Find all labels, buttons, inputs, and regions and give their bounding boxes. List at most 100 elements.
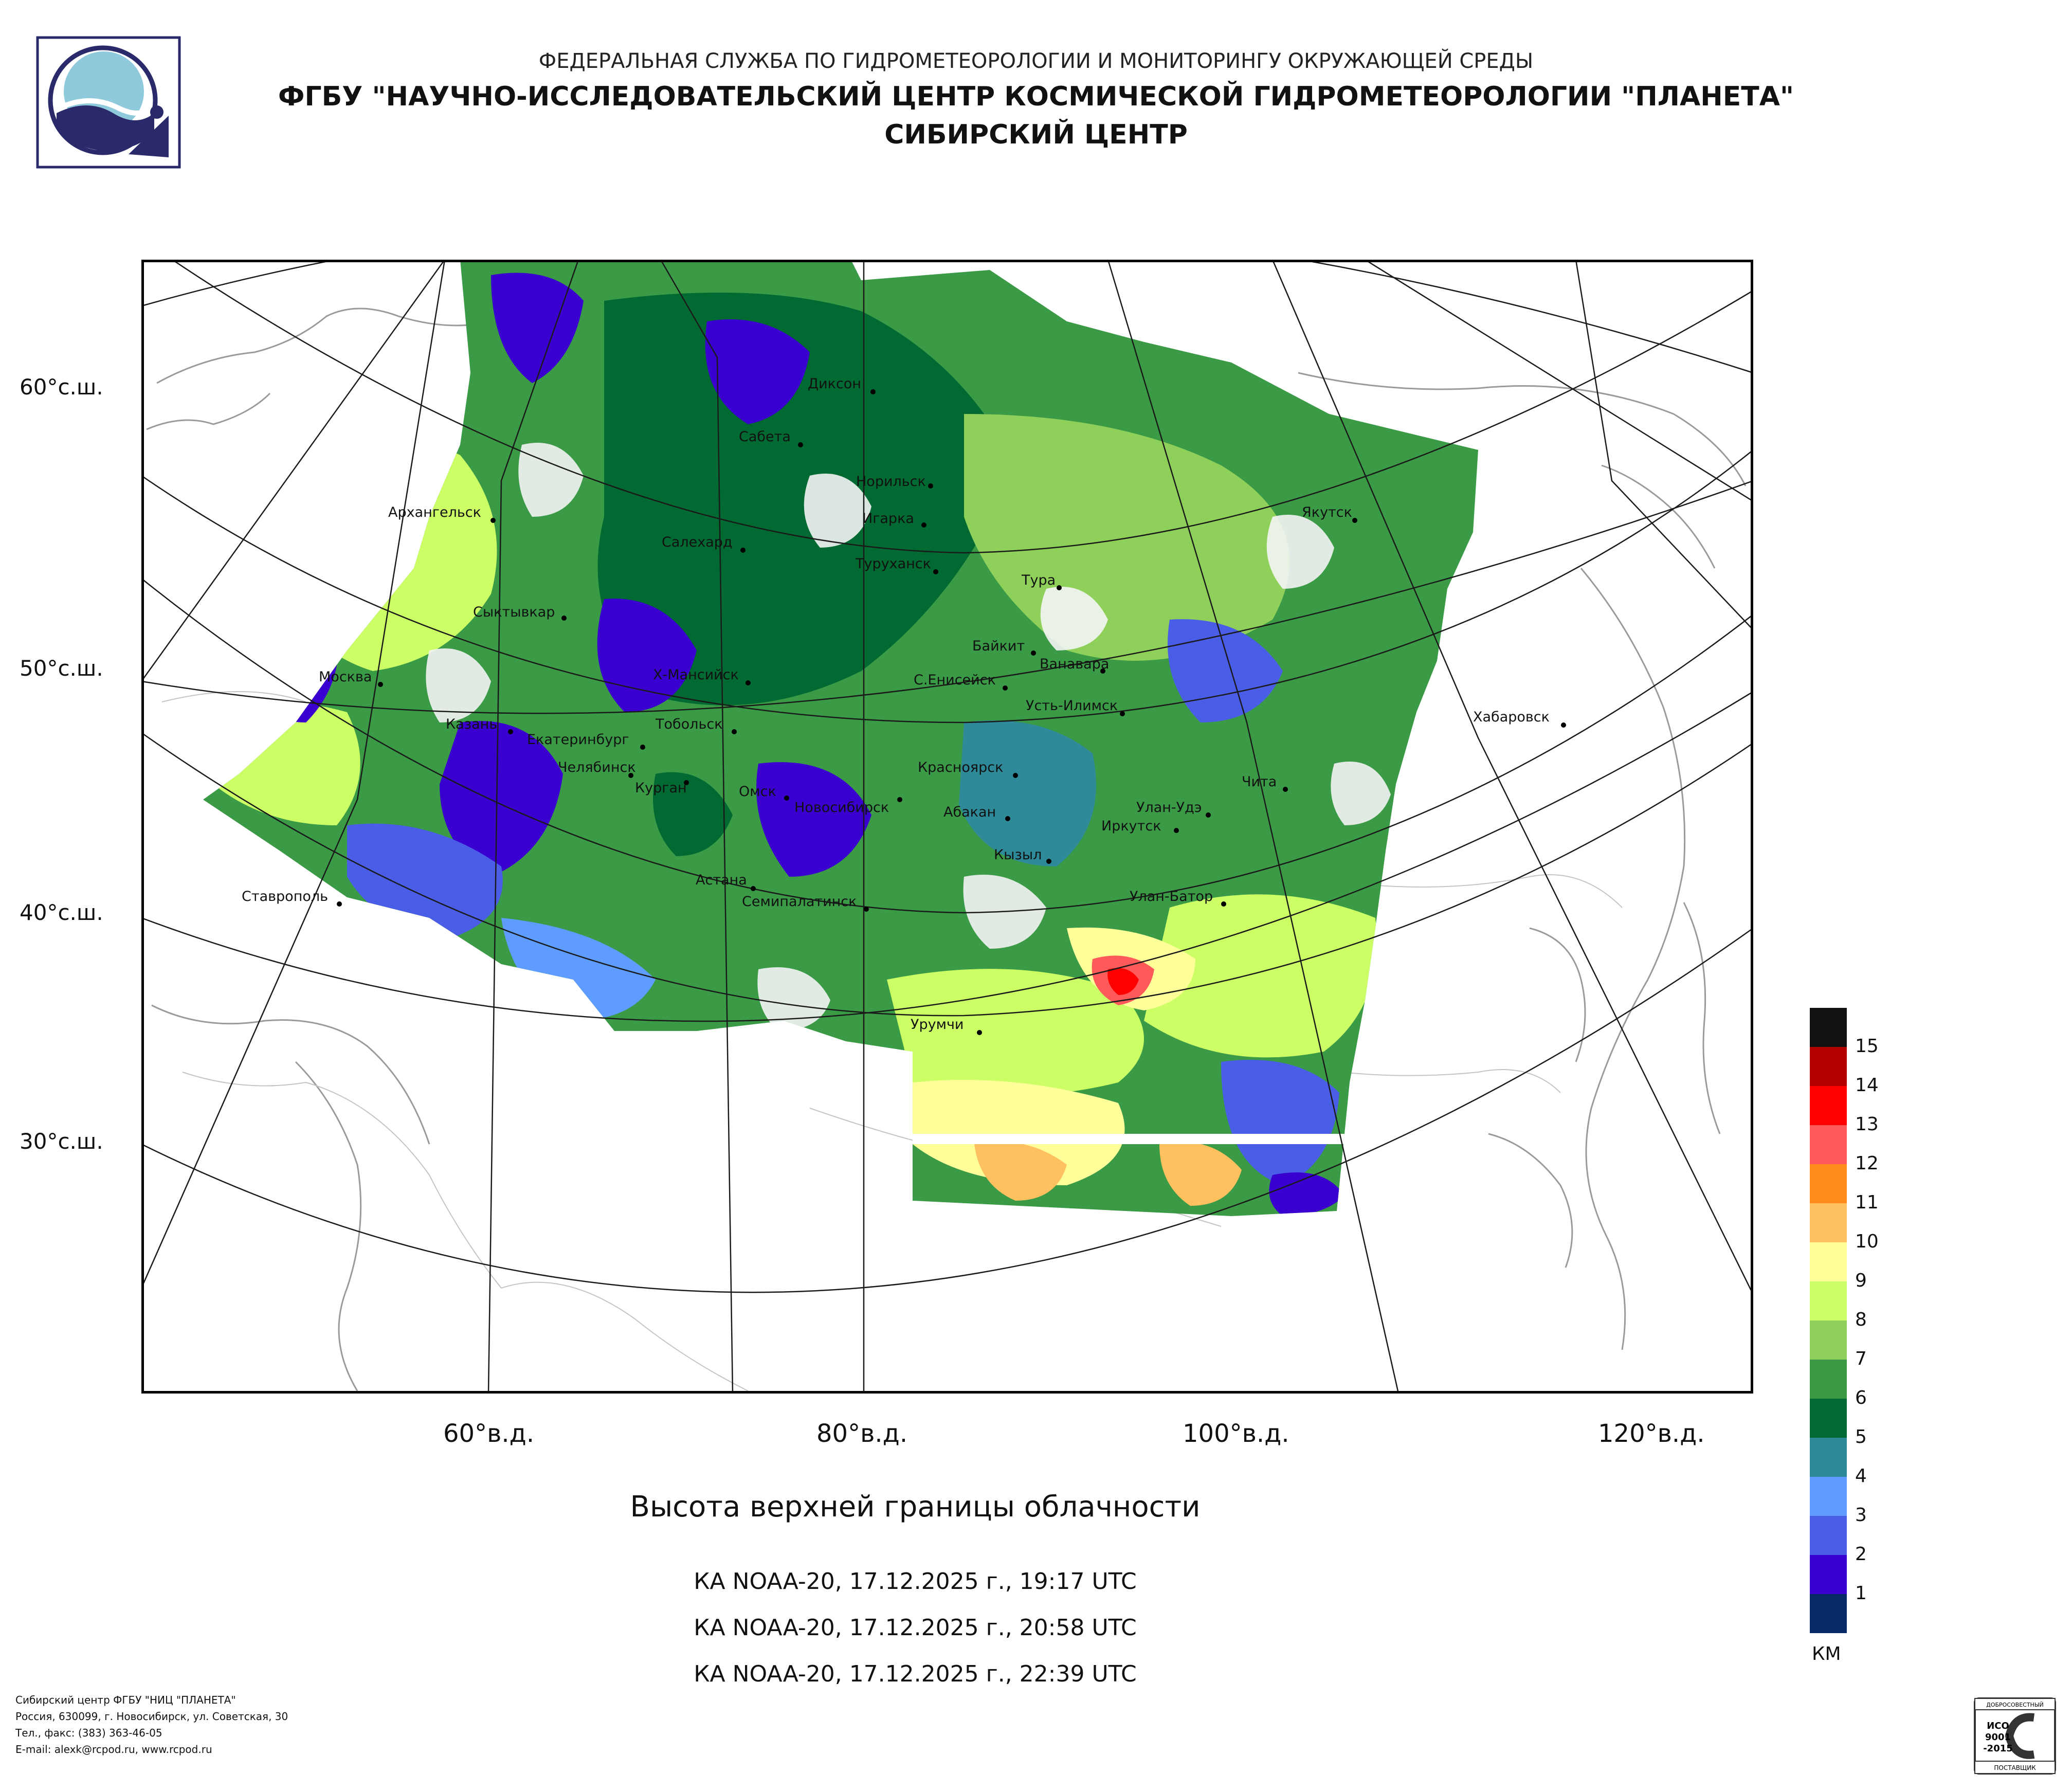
svg-text:Кызыл: Кызыл — [994, 847, 1042, 863]
svg-text:Х-Мансийск: Х-Мансийск — [653, 667, 739, 683]
city-syktyvkar: Сыктывкар — [473, 604, 567, 621]
svg-text:Тобольск: Тобольск — [655, 716, 723, 732]
svg-text:Иркутск: Иркутск — [1101, 818, 1161, 834]
city-chita: Чита — [1242, 774, 1288, 792]
city-baikit: Байкит — [972, 638, 1036, 656]
legend-level-label: 11 — [1855, 1192, 1879, 1213]
svg-text:Екатеринбург: Екатеринбург — [527, 732, 629, 748]
svg-text:Сыктывкар: Сыктывкар — [473, 604, 555, 620]
planeta-logo — [36, 36, 181, 169]
legend-swatch — [1810, 1594, 1847, 1633]
legend-level-label: 2 — [1855, 1544, 1867, 1565]
product-title: Высота верхней границы облачности — [630, 1490, 1201, 1524]
svg-text:Улан-Удэ: Улан-Удэ — [1136, 800, 1202, 816]
legend-swatch — [1810, 1242, 1847, 1281]
city-dikson: Диксон — [808, 376, 876, 394]
city-kyzyl: Кызыл — [994, 847, 1051, 864]
city-markers: Диксон Сабета Норильск Игарка Архангельс… — [242, 376, 1566, 1035]
svg-text:Красноярск: Красноярск — [918, 759, 1003, 775]
iso-certificate-badge: ДОБРОСОВЕСТНЫЙ ИСО 9001 -2015 ПОСТАВЩИК — [1974, 1697, 2056, 1775]
pass-time-3: КА NOAA-20, 17.12.2025 г., 22:39 UTC — [694, 1661, 1137, 1687]
svg-text:ИСО: ИСО — [1987, 1721, 2009, 1731]
city-tura: Тура — [1021, 572, 1062, 590]
city-salekhard: Салехард — [662, 534, 746, 553]
legend-level-label: 1 — [1855, 1583, 1867, 1604]
legend-swatch — [1810, 1125, 1847, 1164]
legend-level-label: 12 — [1855, 1153, 1879, 1174]
svg-text:Омск: Омск — [739, 784, 776, 800]
svg-text:Улан-Батор: Улан-Батор — [1130, 889, 1213, 904]
legend-swatch — [1810, 1360, 1847, 1399]
svg-text:Семипалатинск: Семипалатинск — [742, 894, 857, 910]
legend-level-label: 8 — [1855, 1309, 1867, 1330]
svg-text:Сабета: Сабета — [739, 429, 791, 445]
svg-text:Урумчи: Урумчи — [911, 1017, 964, 1033]
legend-unit: КМ — [1812, 1643, 1841, 1665]
legend-swatch — [1810, 1281, 1847, 1320]
cloud-top-height-map: Диксон Сабета Норильск Игарка Архангельс… — [141, 260, 1753, 1394]
footer-phone: Тел., факс: (383) 363-46-05 — [15, 1727, 162, 1739]
legend-swatch — [1810, 1555, 1847, 1594]
legend-level-label: 5 — [1855, 1426, 1867, 1448]
svg-text:Москва: Москва — [319, 669, 372, 685]
city-vanavara: Ванавара — [1040, 656, 1109, 674]
city-khabarovsk: Хабаровск — [1473, 709, 1566, 728]
legend-level-label: 3 — [1855, 1505, 1867, 1526]
map-border — [141, 260, 1753, 1394]
city-omsk: Омск — [739, 784, 789, 801]
svg-text:Ванавара: Ванавара — [1040, 656, 1109, 672]
city-stavropol: Ставрополь — [242, 889, 342, 907]
svg-text:Норильск: Норильск — [856, 474, 926, 490]
lat-label-30: 30°с.ш. — [20, 1129, 103, 1154]
legend-swatch — [1810, 1086, 1847, 1125]
lat-label-40: 40°с.ш. — [20, 900, 103, 925]
svg-text:Новосибирск: Новосибирск — [794, 800, 889, 816]
svg-text:Абакан: Абакан — [943, 804, 996, 820]
city-tobolsk: Тобольск — [655, 716, 737, 734]
svg-text:Диксон: Диксон — [808, 376, 861, 392]
svg-text:ДОБРОСОВЕСТНЫЙ: ДОБРОСОВЕСТНЫЙ — [1986, 1702, 2044, 1708]
svg-text:Туруханск: Туруханск — [855, 556, 931, 572]
svg-text:Чита: Чита — [1242, 774, 1277, 790]
svg-text:Игарка: Игарка — [862, 511, 914, 527]
lon-label-80: 80°в.д. — [816, 1419, 908, 1448]
svg-text:Хабаровск: Хабаровск — [1473, 709, 1550, 725]
city-s-eniseisk: С.Енисейск — [914, 672, 1008, 691]
svg-text:Тура: Тура — [1021, 572, 1056, 588]
city-moskva: Москва — [319, 669, 383, 687]
city-urumchi: Урумчи — [911, 1017, 982, 1035]
svg-text:9001: 9001 — [1985, 1732, 2011, 1743]
city-semipalatinsk: Семипалатинск — [742, 894, 869, 912]
svg-text:Ставрополь: Ставрополь — [242, 889, 328, 904]
city-ulan-ude: Улан-Удэ — [1136, 800, 1211, 818]
legend-swatch — [1810, 1320, 1847, 1360]
city-kurgan: Курган — [635, 780, 689, 796]
svg-text:Челябинск: Челябинск — [558, 759, 636, 775]
footer-address: Россия, 630099, г. Новосибирск, ул. Сове… — [15, 1710, 288, 1723]
pass-time-2: КА NOAA-20, 17.12.2025 г., 20:58 UTC — [694, 1615, 1137, 1641]
legend-level-label: 4 — [1855, 1466, 1867, 1487]
city-kazan: Казань — [446, 716, 513, 734]
lat-label-60: 60°с.ш. — [20, 374, 103, 400]
svg-text:Астана: Астана — [696, 872, 747, 888]
city-igarka: Игарка — [862, 511, 926, 528]
lon-label-100: 100°в.д. — [1183, 1419, 1289, 1448]
city-sabeta: Сабета — [739, 429, 803, 447]
center-name: СИБИРСКИЙ ЦЕНТР — [884, 119, 1188, 150]
svg-text:-2015: -2015 — [1983, 1743, 2013, 1754]
city-krasnoyarsk: Красноярск — [918, 759, 1018, 778]
legend-level-label: 7 — [1855, 1348, 1867, 1369]
city-turukhansk: Туруханск — [855, 556, 938, 574]
city-chelyabinsk: Челябинск — [558, 759, 636, 778]
svg-text:С.Енисейск: С.Енисейск — [914, 672, 996, 688]
pass-time-1: КА NOAA-20, 17.12.2025 г., 19:17 UTC — [694, 1568, 1137, 1595]
svg-text:Байкит: Байкит — [972, 638, 1025, 654]
legend-level-label: 14 — [1855, 1075, 1879, 1096]
legend-level-label: 13 — [1855, 1114, 1879, 1135]
city-irkutsk: Иркутск — [1101, 818, 1179, 834]
legend-swatch — [1810, 1047, 1847, 1086]
institute-name: ФГБУ "НАУЧНО-ИССЛЕДОВАТЕЛЬСКИЙ ЦЕНТР КОС… — [278, 81, 1794, 112]
lon-label-120: 120°в.д. — [1598, 1419, 1705, 1448]
lat-label-50: 50°с.ш. — [20, 656, 103, 681]
legend-swatch — [1810, 1203, 1847, 1242]
